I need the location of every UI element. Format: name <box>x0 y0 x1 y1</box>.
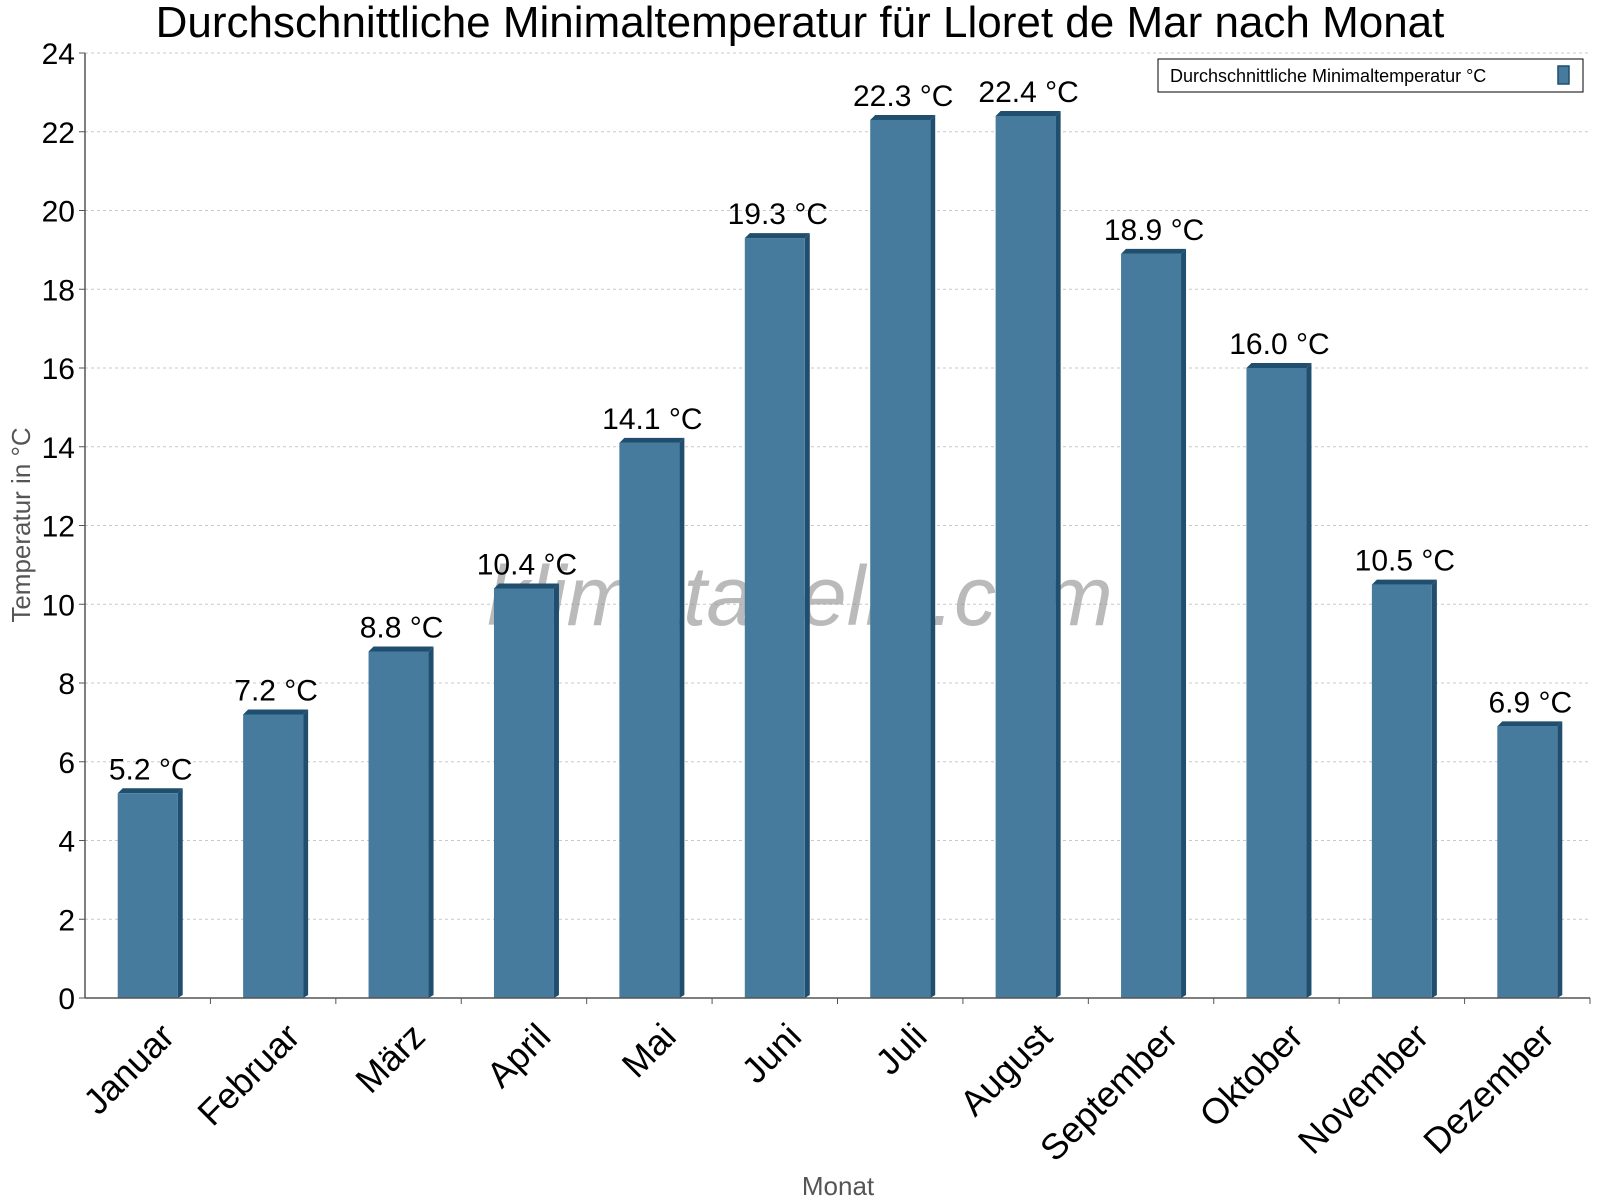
bar-side <box>1181 248 1187 998</box>
y-axis-title: Temperatur in °C <box>6 427 36 622</box>
x-tick-label: Oktober <box>1191 1015 1311 1135</box>
chart-title: Durchschnittliche Minimaltemperatur für … <box>156 0 1445 47</box>
x-tick-label: April <box>478 1015 558 1095</box>
x-tick-label: Januar <box>75 1015 182 1122</box>
bar-top <box>117 788 183 794</box>
bar-top <box>1246 363 1312 368</box>
bar-top <box>995 111 1061 116</box>
bar-juni <box>744 238 805 998</box>
y-tick-label: 14 <box>42 432 75 465</box>
y-tick-label: 12 <box>42 511 75 544</box>
data-label: 19.3 °C <box>728 198 828 231</box>
data-label: 18.9 °C <box>1104 214 1204 247</box>
y-tick-label: 22 <box>42 117 75 150</box>
bar-side <box>177 788 183 998</box>
x-tick-label: Dezember <box>1415 1015 1561 1161</box>
bar-series <box>117 111 1563 998</box>
bar-top <box>870 114 936 120</box>
x-tick-label: Mai <box>614 1015 684 1085</box>
bar-top <box>368 646 434 652</box>
bar-november <box>1371 584 1432 998</box>
bar-dezember <box>1497 726 1558 998</box>
data-label: 22.4 °C <box>978 76 1078 109</box>
bar-side <box>1306 363 1312 998</box>
x-tick-label: September <box>1032 1015 1186 1169</box>
y-tick-label: 24 <box>42 38 75 71</box>
bar-top <box>619 437 685 443</box>
legend: Durchschnittliche Minimaltemperatur °C <box>1157 58 1584 93</box>
data-label: 5.2 °C <box>109 753 193 786</box>
x-tick-label: November <box>1290 1015 1436 1161</box>
legend-box <box>1157 58 1584 93</box>
bar-side <box>930 114 936 998</box>
y-tick-label: 18 <box>42 274 75 307</box>
data-label: 10.5 °C <box>1355 545 1455 578</box>
bar-top <box>1371 579 1437 585</box>
y-tick-label: 6 <box>58 747 75 780</box>
bar-side <box>679 437 685 998</box>
x-tick-label: August <box>952 1015 1060 1123</box>
bar-top <box>1121 248 1187 254</box>
x-tick-label: März <box>347 1015 433 1101</box>
gridlines <box>85 52 1590 920</box>
bar-top <box>493 583 559 589</box>
x-tick-label: Juli <box>867 1015 934 1082</box>
bar-top <box>243 709 309 715</box>
y-tick-label: 4 <box>58 826 75 859</box>
bar-side <box>428 646 434 998</box>
y-tick-label: 20 <box>42 196 75 229</box>
legend-swatch <box>1557 65 1570 85</box>
bar-april <box>493 588 554 998</box>
x-tick-label: Juni <box>733 1015 809 1091</box>
y-tick-label: 0 <box>58 983 75 1016</box>
bar-oktober <box>1246 368 1307 998</box>
bar-september <box>1121 253 1182 998</box>
bar-top <box>744 233 810 239</box>
data-label: 7.2 °C <box>234 675 318 708</box>
data-label: 6.9 °C <box>1488 686 1572 719</box>
bar-side <box>553 583 559 998</box>
data-labels: 5.2 °C 7.2 °C 8.8 °C 10.4 °C 14.1 °C 19.3 °C 2… <box>109 76 1572 786</box>
x-tick-label: Februar <box>189 1015 307 1133</box>
bar-top <box>1497 721 1563 727</box>
data-label: 16.0 °C <box>1229 328 1329 361</box>
x-axis-title: Monat <box>802 1171 875 1200</box>
bar-side <box>804 233 810 998</box>
y-tick-label: 2 <box>58 904 75 937</box>
bar-februar <box>243 714 304 998</box>
bar-side <box>1557 721 1563 998</box>
y-tick-label: 10 <box>42 589 75 622</box>
y-tick-label: 16 <box>42 353 75 386</box>
data-label: 14.1 °C <box>602 403 702 436</box>
x-axis-ticks: Januar Februar März April Mai Juni Juli AugustS… <box>75 998 1591 1169</box>
bar-mai <box>619 442 680 998</box>
data-label: 22.3 °C <box>853 80 953 113</box>
bar-august <box>995 116 1056 998</box>
legend-label: Durchschnittliche Minimaltemperatur °C <box>1170 66 1486 86</box>
y-tick-label: 8 <box>58 668 75 701</box>
bar-side <box>1431 579 1437 998</box>
bar-januar <box>117 793 178 998</box>
data-label: 10.4 °C <box>477 549 577 582</box>
data-label: 8.8 °C <box>360 612 444 645</box>
bar-märz <box>368 651 429 998</box>
bar-side <box>1055 111 1061 998</box>
bar-juli <box>870 119 931 998</box>
bar-side <box>303 709 309 998</box>
